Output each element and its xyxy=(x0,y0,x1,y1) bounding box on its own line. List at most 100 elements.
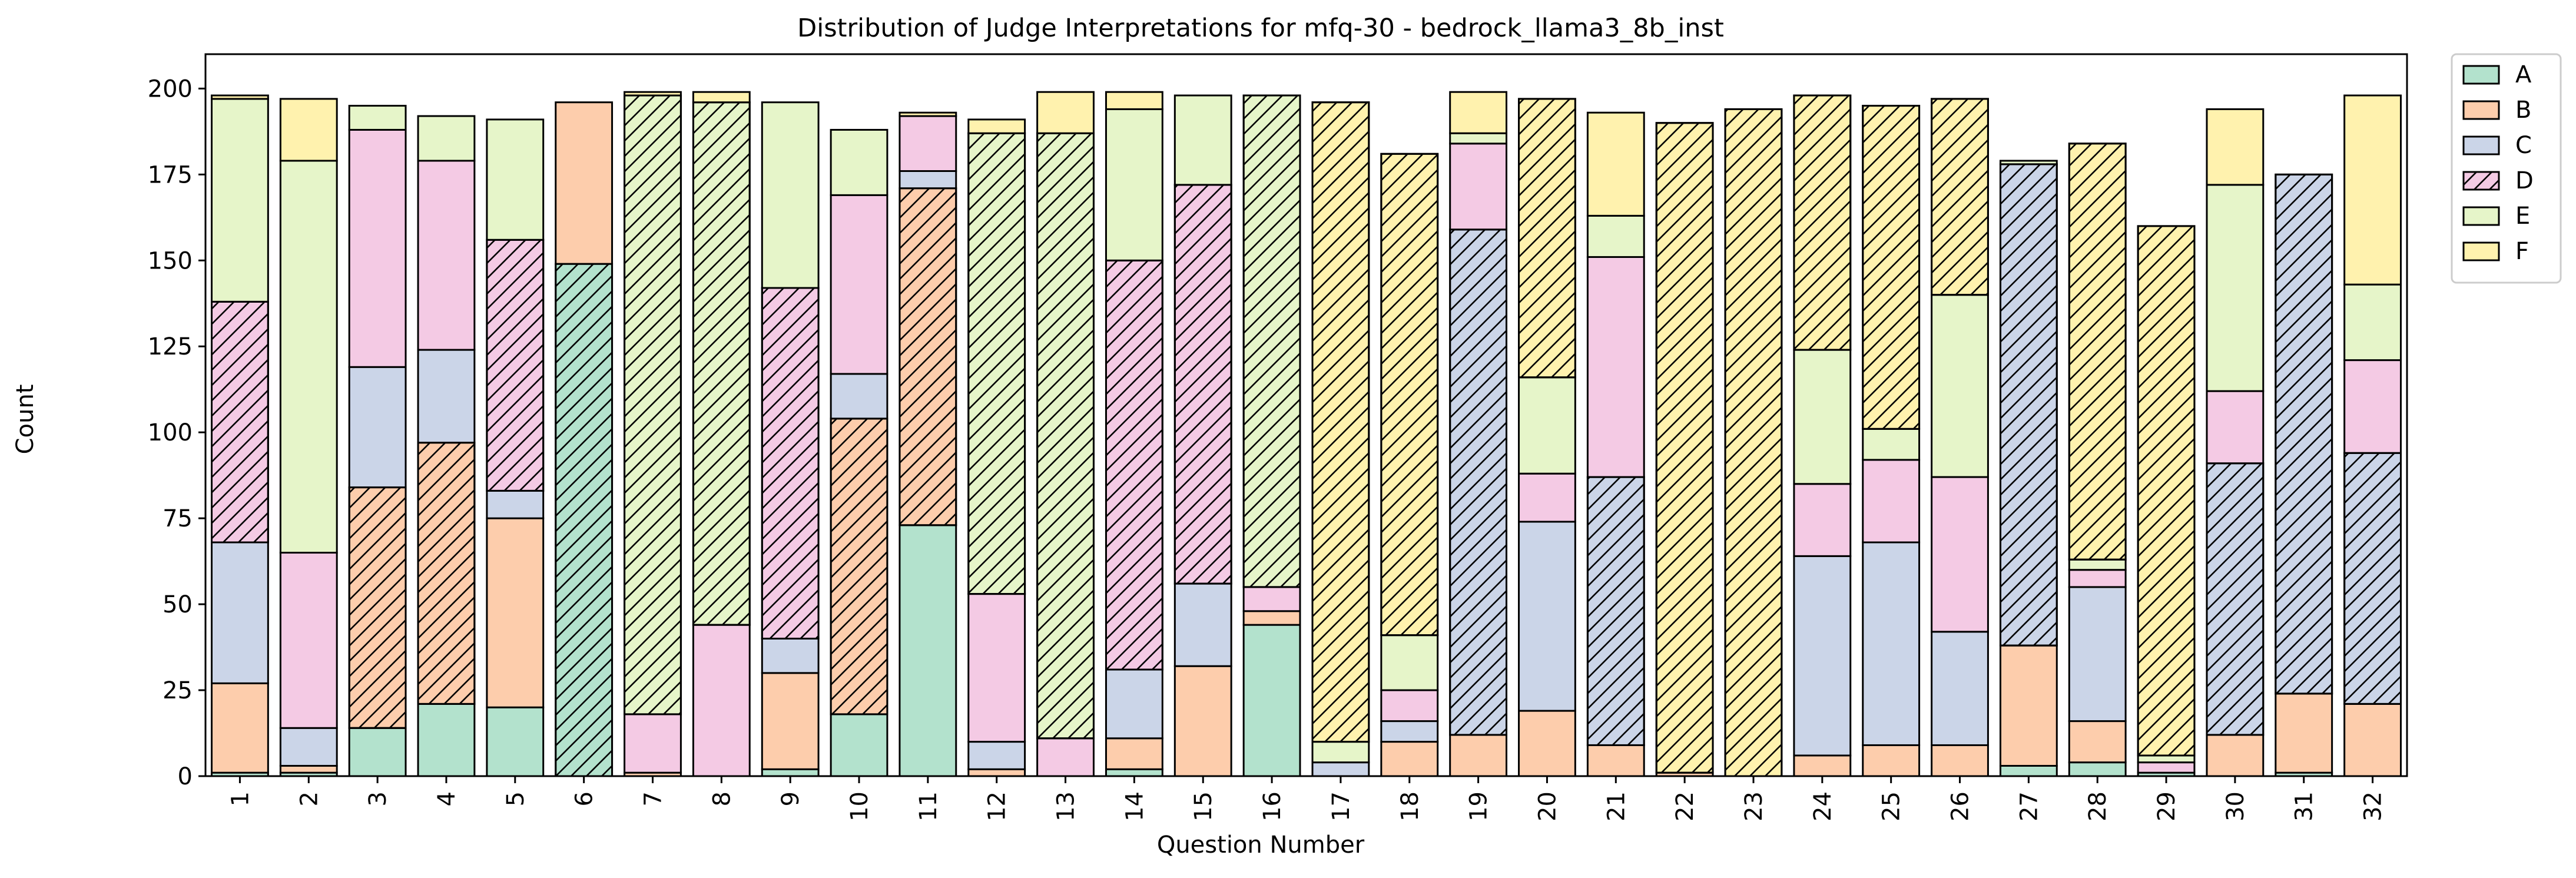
bar-q14-F xyxy=(1105,91,1163,110)
bar-q3-D xyxy=(348,128,407,368)
bar-q12-D xyxy=(967,593,1026,743)
bar-q25-E xyxy=(1862,428,1921,461)
bar-hatch-q25-F xyxy=(1862,105,1921,430)
bar-q9-C xyxy=(761,637,820,674)
bar-q28-C xyxy=(2068,586,2127,723)
bar-q1-C xyxy=(211,541,269,684)
bar-q15-E xyxy=(1173,94,1232,186)
bar-q24-C xyxy=(1793,555,1852,757)
x-tick-label: 31 xyxy=(2291,791,2318,821)
bar-q18-C xyxy=(1380,720,1439,743)
bar-hatch-q17-F xyxy=(1311,101,1370,743)
bar-hatch-q12-E xyxy=(967,132,1026,595)
bar-q28-B xyxy=(2068,720,2127,764)
x-tick-label: 25 xyxy=(1878,791,1905,821)
bar-q14-B xyxy=(1105,737,1163,770)
y-tick-label: 25 xyxy=(163,677,193,704)
x-tick-label: 13 xyxy=(1053,791,1080,821)
bar-hatch-q30-C xyxy=(2206,462,2265,736)
bar-q29-D xyxy=(2137,761,2196,774)
bar-q28-D xyxy=(2068,569,2127,588)
bar-hatch-q32-C xyxy=(2343,452,2402,705)
bar-q14-E xyxy=(1105,108,1163,261)
bar-hatch-q26-F xyxy=(1931,98,1989,296)
bar-q30-E xyxy=(2206,184,2265,392)
x-tick-label: 18 xyxy=(1397,791,1424,821)
bar-q30-F xyxy=(2206,108,2265,186)
bar-q2-E xyxy=(279,160,338,554)
y-tick-label: 150 xyxy=(148,247,193,274)
bar-q1-E xyxy=(211,98,269,303)
bar-q26-B xyxy=(1931,744,1989,777)
x-tick-label: 19 xyxy=(1466,791,1493,821)
bar-q19-D xyxy=(1449,143,1508,231)
x-tick-label: 30 xyxy=(2222,791,2249,821)
bar-q2-D xyxy=(279,552,338,729)
x-tick-label: 5 xyxy=(502,791,529,806)
legend-swatch-F xyxy=(2462,241,2500,261)
x-tick-label: 28 xyxy=(2084,791,2111,821)
x-tick-label: 1 xyxy=(227,791,254,806)
legend-swatch-E xyxy=(2462,206,2500,226)
bar-q32-D xyxy=(2343,359,2402,454)
x-tick-label: 3 xyxy=(364,791,392,806)
bar-q5-C xyxy=(486,489,545,519)
bar-q21-E xyxy=(1586,214,1645,258)
legend-label-B: B xyxy=(2515,97,2531,124)
bar-hatch-q24-F xyxy=(1793,94,1852,351)
x-tick-label: 8 xyxy=(708,791,735,806)
bar-q32-E xyxy=(2343,283,2402,362)
bar-hatch-q21-C xyxy=(1586,476,1645,746)
bar-q24-E xyxy=(1793,349,1852,485)
bar-q20-E xyxy=(1518,376,1576,475)
bar-q12-C xyxy=(967,741,1026,770)
bar-q4-A xyxy=(417,703,476,777)
bar-q18-B xyxy=(1380,741,1439,777)
legend-swatch-A xyxy=(2462,65,2500,85)
legend-label-D: D xyxy=(2515,167,2534,194)
bar-hatch-q10-B xyxy=(830,418,888,715)
bar-q11-F xyxy=(899,111,957,117)
y-axis-label: Count xyxy=(12,385,39,455)
bar-q32-B xyxy=(2343,703,2402,777)
x-tick-label: 24 xyxy=(1809,791,1836,821)
bar-hatch-q11-B xyxy=(899,187,957,526)
bar-hatch-q19-C xyxy=(1449,228,1508,736)
bar-hatch-q4-B xyxy=(417,442,476,705)
x-tick-label: 6 xyxy=(571,791,598,806)
bar-q30-B xyxy=(2206,734,2265,777)
bar-hatch-q20-F xyxy=(1518,98,1576,379)
bar-q4-E xyxy=(417,115,476,162)
x-tick-label: 23 xyxy=(1740,791,1768,821)
bar-q27-E xyxy=(1999,160,2058,165)
x-tick-label: 22 xyxy=(1672,791,1699,821)
bar-q16-D xyxy=(1242,586,1301,612)
bar-hatch-q23-F xyxy=(1724,108,1783,777)
x-axis: 1 2 3 4 5 6 7 8 9 10 11 12 13 14 15 16 17 18 19 20 21 22 23 24 2… xyxy=(227,776,2387,821)
y-axis: 0 25 50 75 100 125 150 175 200 xyxy=(148,75,205,790)
bar-q2-C xyxy=(279,727,338,767)
legend-label-A: A xyxy=(2515,61,2532,88)
y-tick-label: 75 xyxy=(163,505,193,532)
bar-q2-F xyxy=(279,98,338,162)
bar-q14-C xyxy=(1105,668,1163,740)
legend-swatch-B xyxy=(2462,100,2500,120)
bar-q7-D xyxy=(624,713,682,774)
bar-hatch-q6-A xyxy=(555,263,614,777)
bar-q25-C xyxy=(1862,541,1921,746)
bar-q7-F xyxy=(624,91,682,97)
bar-hatch-q16-E xyxy=(1242,94,1301,588)
x-tick-label: 11 xyxy=(915,791,942,821)
x-tick-label: 29 xyxy=(2153,791,2180,821)
bar-q21-D xyxy=(1586,256,1645,478)
y-tick-label: 100 xyxy=(148,419,193,446)
bar-q10-A xyxy=(830,713,888,777)
bar-hatch-q15-D xyxy=(1173,184,1232,585)
x-tick-label: 4 xyxy=(433,791,460,806)
bar-hatch-q28-F xyxy=(2068,143,2127,561)
bar-hatch-q27-C xyxy=(1999,163,2058,647)
bar-q12-F xyxy=(967,118,1026,134)
